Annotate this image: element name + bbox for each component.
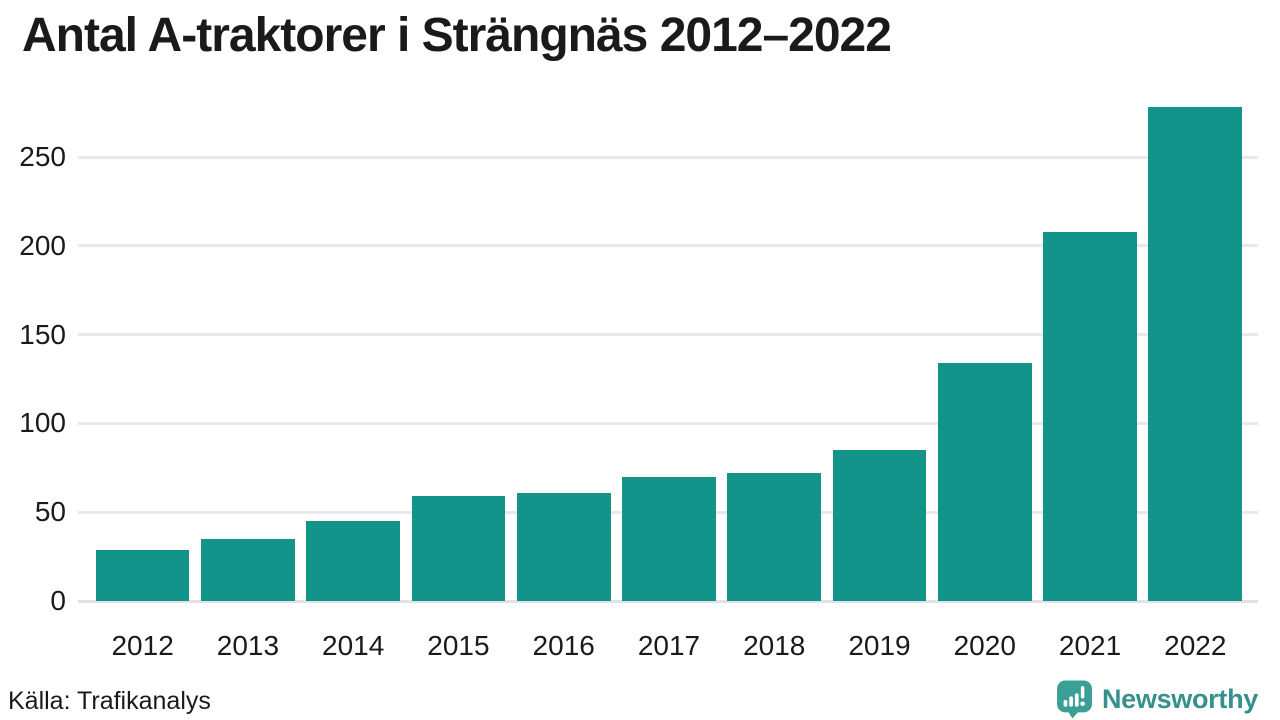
y-axis-labels: 0 50 100 150 200 250 <box>0 95 66 615</box>
bar-series <box>90 95 1248 601</box>
x-tick-label-2017: 2017 <box>637 630 701 661</box>
x-tick-label-2022: 2022 <box>1164 630 1227 661</box>
bar-slot-2015 <box>406 95 511 601</box>
y-tick-label-50: 50 <box>34 496 66 528</box>
bar-slot-2018 <box>722 95 827 601</box>
y-tick-label-200: 200 <box>19 229 66 261</box>
newsworthy-logo-icon <box>1056 680 1092 719</box>
bar-2020 <box>937 363 1032 601</box>
gridline-150 <box>78 333 1258 337</box>
bar-2021 <box>1043 231 1137 601</box>
x-tick-label-2016: 2016 <box>532 630 595 661</box>
bar-2022 <box>1148 107 1243 601</box>
x-axis-labels: 2012 2013 2014 2015 2016 2017 2018 2019 2020 2021… <box>90 630 1248 662</box>
x-tick-label-2012: 2012 <box>111 630 174 661</box>
gridline-100 <box>78 421 1258 425</box>
x-tick-label-2021: 2021 <box>1058 630 1122 661</box>
x-tick-label-2018: 2018 <box>743 630 806 661</box>
bar-2017 <box>622 476 716 601</box>
bar-2015 <box>411 496 506 601</box>
bar-slot-2022 <box>1143 95 1248 601</box>
bar-slot-2017 <box>616 95 721 601</box>
bar-slot-2019 <box>827 95 932 601</box>
bar-2013 <box>201 538 295 601</box>
bar-slot-2012 <box>90 95 195 601</box>
x-tick-label-2019: 2019 <box>848 630 911 661</box>
bar-2018 <box>727 473 822 601</box>
y-tick-label-100: 100 <box>19 407 66 439</box>
bar-slot-2014 <box>301 95 406 601</box>
y-tick-label-250: 250 <box>19 141 66 173</box>
x-tick-label-2013: 2013 <box>216 630 280 661</box>
x-tick-label-2015: 2015 <box>427 630 490 661</box>
newsworthy-logo: Newsworthy <box>1056 679 1258 719</box>
newsworthy-logo-text: Newsworthy <box>1101 683 1258 714</box>
chart-title: Antal A-traktorer i Strängnäs 2012–2022 <box>22 9 892 62</box>
x-axis-baseline <box>78 599 1258 603</box>
bar-2016 <box>516 492 611 601</box>
bar-slot-2016 <box>511 95 616 601</box>
gridline-200 <box>78 244 1258 248</box>
bar-slot-2021 <box>1037 95 1142 601</box>
x-tick-label-2014: 2014 <box>322 630 385 661</box>
y-tick-label-150: 150 <box>19 318 66 350</box>
gridline-250 <box>78 155 1258 159</box>
y-tick-label-0: 0 <box>50 585 66 616</box>
bar-slot-2013 <box>195 95 300 601</box>
source-caption: Källa: Trafikanalys <box>8 687 211 715</box>
bar-slot-2020 <box>932 95 1037 601</box>
x-tick-label-2020: 2020 <box>953 630 1016 661</box>
bar-2014 <box>306 521 400 601</box>
bar-2012 <box>95 549 190 601</box>
bar-2019 <box>832 450 927 601</box>
